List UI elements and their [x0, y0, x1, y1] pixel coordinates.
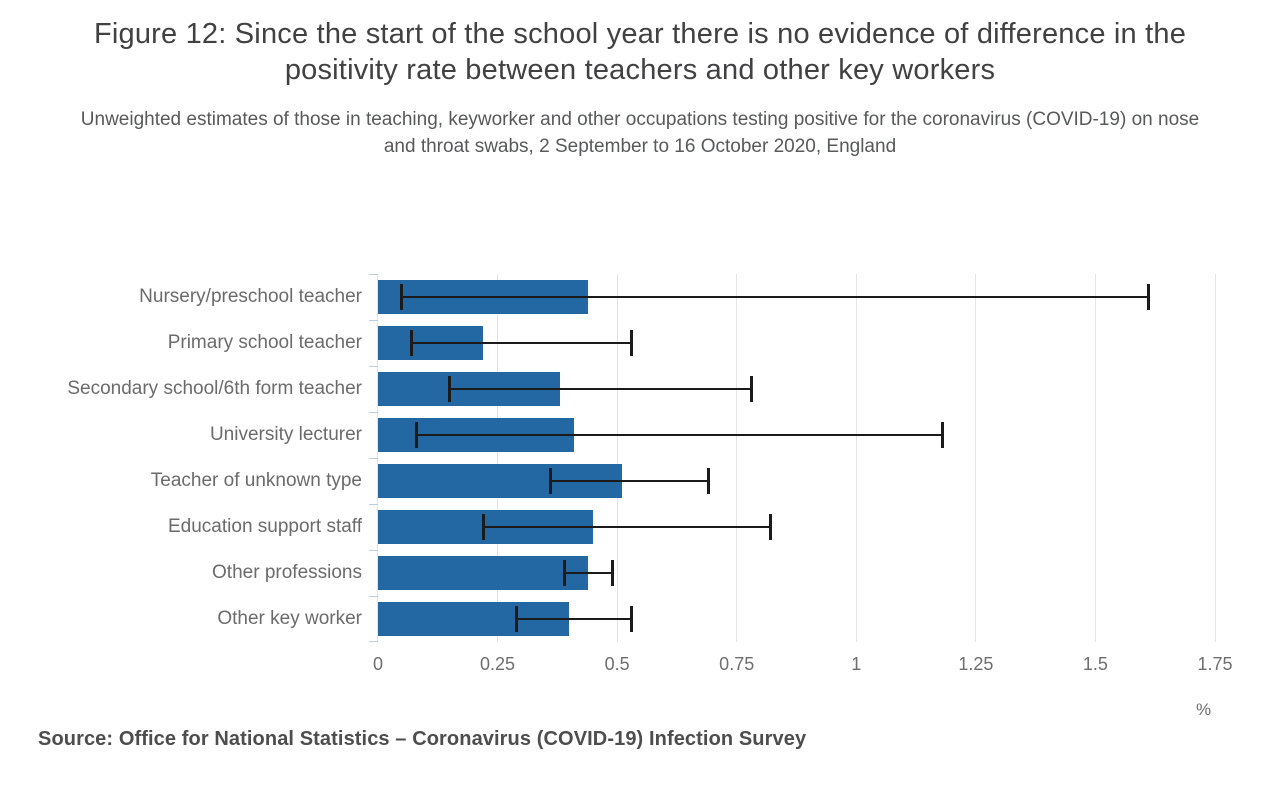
- error-bar-cap-low: [409, 330, 413, 356]
- error-bar-cap-low: [414, 422, 418, 448]
- gridline: [975, 274, 977, 642]
- error-bar-line: [564, 572, 613, 574]
- error-bar-cap-low: [400, 284, 404, 310]
- error-bar-cap-high: [940, 422, 944, 448]
- y-axis-tick: [369, 412, 378, 413]
- error-bar-line: [401, 296, 1149, 298]
- error-bar-cap-low: [548, 468, 552, 494]
- category-label: Primary school teacher: [167, 332, 362, 353]
- y-axis-tick: [369, 504, 378, 505]
- error-bar-cap-high: [629, 606, 633, 632]
- bar: [378, 556, 589, 590]
- y-axis-tick: [369, 458, 378, 459]
- error-bar-line: [416, 434, 943, 436]
- x-tick-label: 0.5: [604, 654, 630, 674]
- category-labels: Nursery/preschool teacher Primary school …: [0, 274, 362, 642]
- error-bar-line: [483, 526, 771, 528]
- y-axis-tick: [369, 366, 378, 367]
- error-bar-cap-high: [629, 330, 633, 356]
- y-axis-tick: [369, 320, 378, 321]
- category-label: Teacher of unknown type: [150, 470, 362, 491]
- error-bar-cap-high: [749, 376, 753, 402]
- error-bar-cap-high: [1146, 284, 1150, 310]
- gridline: [1214, 274, 1216, 642]
- error-bar-line: [449, 388, 752, 390]
- error-bar-cap-high: [768, 514, 772, 540]
- category-label: Other professions: [212, 562, 362, 583]
- error-bar-line: [550, 480, 708, 482]
- error-bar-cap-low: [515, 606, 519, 632]
- source-note: Source: Office for National Statistics –…: [38, 728, 807, 750]
- x-tick-label: 1.25: [958, 654, 994, 674]
- category-label: University lecturer: [209, 424, 362, 445]
- category-label: Education support staff: [168, 516, 362, 537]
- y-axis-tick: [369, 274, 378, 275]
- error-bar-line: [411, 342, 632, 344]
- category-label: Other key worker: [217, 608, 362, 629]
- x-tick-label: 0: [372, 654, 384, 674]
- y-axis-tick: [369, 641, 378, 642]
- category-label: Nursery/preschool teacher: [139, 286, 362, 307]
- error-bar-cap-high: [706, 468, 710, 494]
- gridline: [855, 274, 857, 642]
- error-bar-cap-low: [481, 514, 485, 540]
- error-bar-line: [516, 618, 632, 620]
- x-axis-unit-label: %: [1196, 700, 1212, 719]
- x-tick-label: 1: [851, 654, 862, 674]
- x-tick-label: 1.5: [1082, 654, 1108, 674]
- y-axis-tick: [369, 596, 378, 597]
- error-bar-cap-low: [563, 560, 567, 586]
- plot-area: [369, 274, 1216, 642]
- category-label: Secondary school/6th form teacher: [67, 378, 362, 399]
- x-tick-label: 0.25: [480, 654, 516, 674]
- gridline: [497, 274, 499, 642]
- gridline: [1094, 274, 1096, 642]
- figure-title: Figure 12: Since the start of the school…: [93, 18, 1187, 86]
- figure-subtitle: Unweighted estimates of those in teachin…: [80, 109, 1200, 157]
- error-bar-cap-high: [610, 560, 614, 586]
- x-axis-labels: 0 0.25 0.5 0.75 1 1.25 1.5 1.75: [373, 654, 1233, 678]
- y-axis-tick: [369, 550, 378, 551]
- error-bar-cap-low: [448, 376, 452, 402]
- x-tick-label: 0.75: [719, 654, 755, 674]
- gridline: [736, 274, 738, 642]
- x-tick-label: 1.75: [1197, 654, 1233, 674]
- gridline: [616, 274, 618, 642]
